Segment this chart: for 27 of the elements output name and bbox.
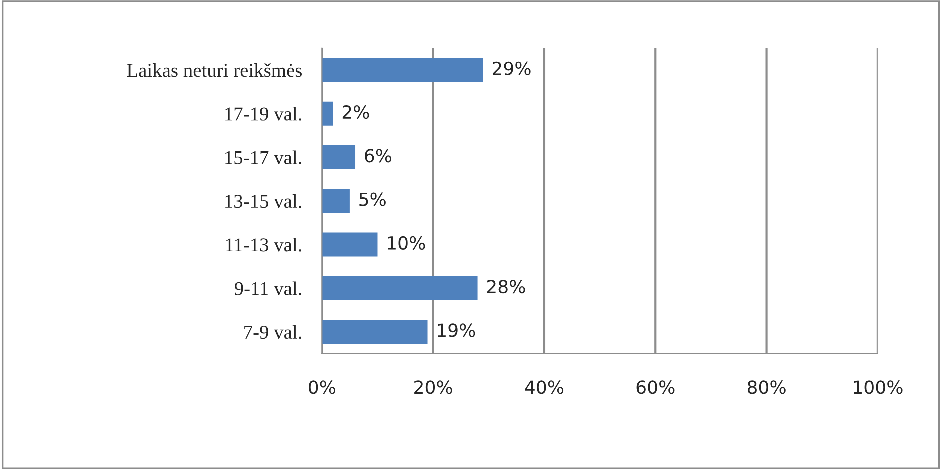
data-label: 5% [360, 192, 386, 206]
x-tick-label: 20% [414, 380, 452, 394]
y-tick-label: 11-13 val. [226, 238, 302, 252]
data-label: 19% [438, 324, 476, 338]
x-tick-label: 0% [309, 380, 336, 394]
y-tick-label: 17-19 val. [226, 107, 302, 121]
data-label: 2% [342, 105, 370, 120]
y-tick-label: Laikas neturi reikšmės [127, 63, 302, 78]
y-tick-label: 7-9 val. [244, 325, 302, 340]
data-label: 29% [492, 62, 531, 76]
y-tick-label: 13-15 val. [226, 194, 302, 208]
bar [322, 320, 428, 344]
data-label: 10% [388, 236, 426, 250]
bar [322, 276, 478, 300]
y-tick-label: 15-17 val. [226, 150, 302, 165]
bar [322, 232, 378, 257]
data-label: 6% [365, 149, 392, 163]
x-tick-label: 100% [854, 380, 903, 394]
bar [322, 146, 356, 170]
bar [322, 58, 484, 82]
x-tick-label: 40% [525, 380, 564, 394]
data-label: 28% [487, 280, 526, 294]
bar [322, 189, 350, 214]
x-tick-label: 80% [748, 380, 786, 394]
x-tick-label: 60% [636, 380, 675, 394]
bar [322, 102, 334, 126]
y-tick-label: 9-11 val. [234, 282, 302, 296]
